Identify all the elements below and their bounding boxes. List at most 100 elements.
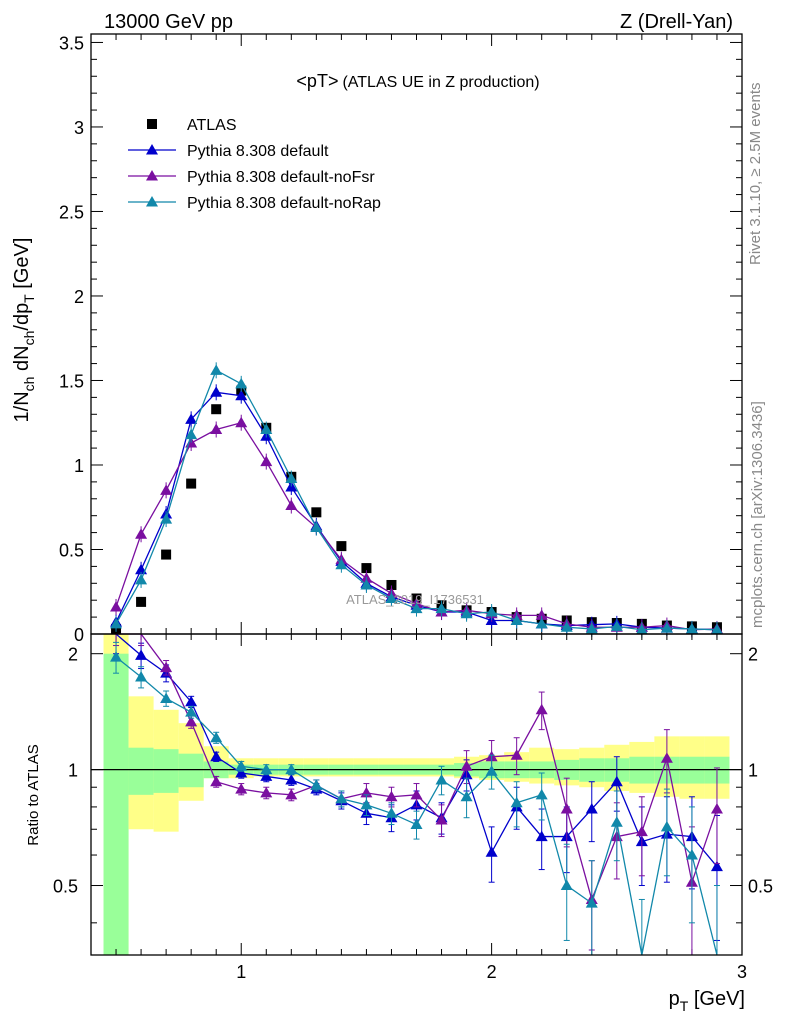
series-line: [115, 369, 717, 631]
band-inner-bin: [178, 753, 204, 788]
ratio-series-group: [110, 633, 723, 956]
ratio-data-point: [535, 788, 548, 800]
band-inner-bin: [128, 747, 154, 795]
ratio-data-point: [310, 779, 323, 790]
ratio-data-point: [185, 715, 198, 727]
ylabel-sub-1: ch: [21, 377, 37, 392]
ratio-data-point: [335, 792, 348, 804]
data-point: [260, 455, 273, 467]
ratio-data-point: [185, 695, 198, 707]
data-point: [160, 484, 173, 495]
plot-frames: [90, 33, 743, 956]
ratio-data-point: [635, 825, 648, 837]
ratio-data-point: [260, 770, 273, 781]
xlabel-main: p: [669, 988, 680, 1010]
ratio-data-point: [410, 788, 423, 800]
ratio-data-point: [210, 750, 223, 762]
data-point: [136, 596, 147, 607]
ratio-data-point: [235, 760, 248, 771]
ratio-data-point: [385, 807, 398, 818]
data-point: [135, 573, 148, 585]
series-3: [110, 362, 723, 638]
y-tick-label: 2: [74, 287, 84, 307]
ratio-data-point: [135, 649, 148, 660]
data-point: [385, 592, 398, 604]
header-right-label: Z (Drell-Yan): [620, 11, 733, 33]
data-point: [535, 617, 548, 629]
data-point: [210, 423, 223, 434]
data-point: [360, 578, 373, 590]
xlabel-sub: T: [680, 998, 689, 1014]
ratio-data-point: [535, 830, 548, 842]
ratio-uncertainty-bands: [91, 634, 742, 955]
data-point: [410, 602, 423, 614]
title-main: <pT>: [296, 71, 338, 91]
ratio-data-point: [285, 773, 298, 785]
data-point: [685, 622, 698, 634]
data-point: [336, 541, 347, 552]
ratio-data-point: [210, 731, 223, 743]
main-y-axis-label: 1/Nch dNch/dpT [GeV]: [11, 238, 37, 423]
ratio-data-point: [285, 788, 298, 800]
ratio-data-point: [385, 790, 398, 802]
ratio-data-point: [135, 670, 148, 682]
ratio-data-point: [110, 651, 123, 662]
ratio-x-axis-label: pT [GeV]: [669, 988, 745, 1014]
data-point: [635, 623, 648, 635]
legend-label: Pythia 8.308 default-noRap: [187, 195, 381, 212]
ratio-data-point: [460, 760, 473, 771]
ratio-data-point: [610, 816, 623, 827]
ratio-data-point: [510, 796, 523, 808]
legend-marker: [147, 119, 157, 129]
ratio-y-axis-label: Ratio to ATLAS: [25, 744, 42, 845]
data-point: [285, 472, 298, 484]
y-tick-label: 0.5: [53, 877, 78, 897]
data-point: [161, 549, 172, 560]
data-point: [235, 416, 248, 428]
y-tick-label: 1: [68, 761, 78, 781]
data-point: [110, 617, 123, 629]
ratio-data-point: [260, 763, 273, 775]
y-tick-label: 3: [74, 118, 84, 138]
ratio-series-2: [110, 641, 720, 956]
ratio-data-point: [235, 766, 248, 778]
ratio-data-point: [710, 860, 723, 872]
ylabel-part-4: [GeV]: [11, 238, 33, 295]
ylabel-part-3: /dp: [11, 303, 33, 331]
data-point: [185, 428, 198, 440]
data-point: [186, 478, 197, 489]
legend-label: Pythia 8.308 default: [187, 143, 329, 160]
data-point: [386, 579, 397, 590]
header-left-label: 13000 GeV pp: [104, 11, 233, 33]
ratio-data-point: [460, 790, 473, 802]
y-tick-label: 1: [74, 456, 84, 476]
ratio-data-point: [560, 803, 573, 814]
ratio-data-point: [685, 849, 698, 860]
rivet-label: Rivet 3.1.10, ≥ 2.5M events: [747, 83, 764, 266]
ylabel-sub-2: ch: [21, 331, 37, 346]
legend-label: Pythia 8.308 default-noFsr: [187, 169, 375, 186]
data-point: [235, 389, 248, 401]
ratio-data-point: [485, 846, 498, 857]
ratio-data-point: [585, 897, 598, 908]
ratio-data-point: [360, 798, 373, 810]
legend-marker: [146, 196, 158, 207]
y-tick-label: 3.5: [59, 33, 84, 53]
legend-marker: [146, 144, 158, 155]
ratio-data-point: [160, 661, 173, 673]
ratio-data-point: [160, 692, 173, 703]
ratio-data-point: [535, 703, 548, 715]
data-point: [535, 609, 548, 620]
ratio-data-point: [585, 803, 598, 814]
ratio-data-point: [410, 818, 423, 830]
data-point: [160, 513, 173, 524]
data-point: [710, 623, 723, 635]
ratio-data-point: [185, 706, 198, 717]
ylabel-part-2: dN: [11, 345, 33, 376]
data-point: [211, 404, 222, 415]
y-tick-label: 1.5: [59, 371, 84, 391]
svg-text:1/Nch dNch/dpT [GeV]: 1/Nch dNch/dpT [GeV]: [11, 238, 37, 423]
ratio-data-point: [510, 749, 523, 760]
x-tick-label: 3: [737, 962, 747, 982]
